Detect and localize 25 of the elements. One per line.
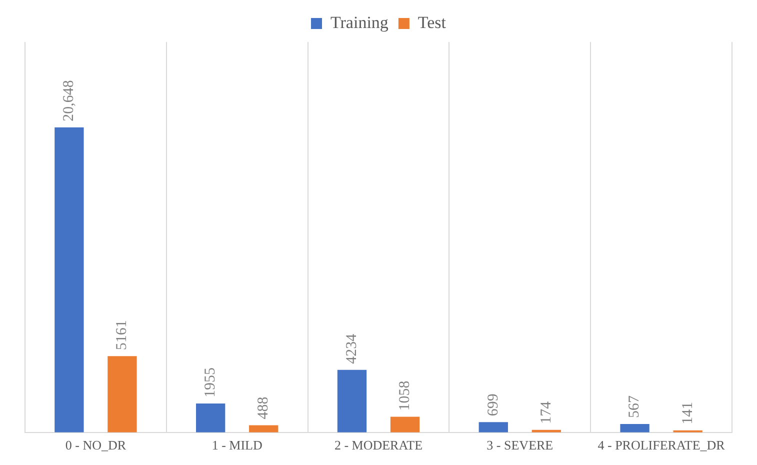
- bar: [478, 422, 508, 432]
- x-tick-label: 1 - MILD: [212, 438, 262, 453]
- x-tick-label: 2 - MODERATE: [334, 438, 423, 453]
- x-tick-label: 3 - SEVERE: [486, 438, 554, 453]
- bar: [249, 425, 278, 432]
- data-label: 1955: [202, 368, 219, 398]
- bar: [620, 424, 650, 432]
- bar: [54, 127, 84, 432]
- data-label: 5161: [114, 320, 130, 350]
- data-label: 488: [256, 396, 272, 420]
- legend-label: Training: [330, 12, 389, 32]
- data-label: 1058: [396, 380, 413, 411]
- data-label: 174: [538, 400, 554, 424]
- data-label: 141: [680, 402, 696, 424]
- x-tick-label: 4 - PROLIFERATE_DR: [598, 438, 726, 453]
- bar: [390, 416, 420, 432]
- bar: [337, 370, 367, 432]
- data-label: 567: [626, 395, 643, 418]
- legend-label: Test: [418, 12, 446, 32]
- x-tick-label: 0 - NO_DR: [65, 438, 126, 453]
- bar: [196, 404, 226, 432]
- data-label: 4234: [344, 333, 360, 364]
- data-label: 699: [485, 394, 502, 416]
- data-label: 20,648: [61, 80, 78, 122]
- bar: [108, 356, 137, 432]
